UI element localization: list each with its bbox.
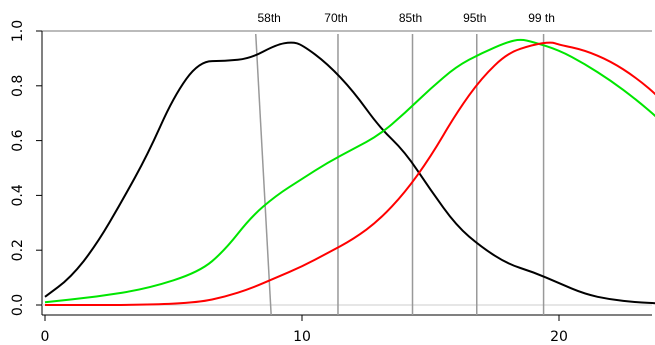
percentile-line — [254, 33, 272, 316]
y-tick-label: 1.0 — [10, 20, 26, 42]
y-tick-label: 0.4 — [10, 184, 26, 206]
percentile-label: 70th — [324, 11, 347, 25]
y-tick-label: 0.8 — [10, 75, 26, 97]
percentile-label: 99 th — [528, 11, 555, 25]
y-tick-label: 0.2 — [10, 239, 26, 261]
series-line-1 — [44, 38, 655, 304]
series-line-0 — [44, 41, 655, 305]
x-tick-label: 0 — [41, 329, 50, 345]
percentile-label: 95th — [463, 11, 486, 25]
series-line-2 — [45, 41, 655, 306]
y-tick-label: 0.6 — [10, 129, 26, 151]
x-tick-label: 10 — [293, 329, 311, 345]
percentile-label: 85th — [399, 11, 422, 25]
y-tick-label: 0.0 — [10, 294, 26, 316]
x-tick-label: 20 — [550, 329, 568, 345]
percentile-label: 58th — [257, 11, 280, 25]
